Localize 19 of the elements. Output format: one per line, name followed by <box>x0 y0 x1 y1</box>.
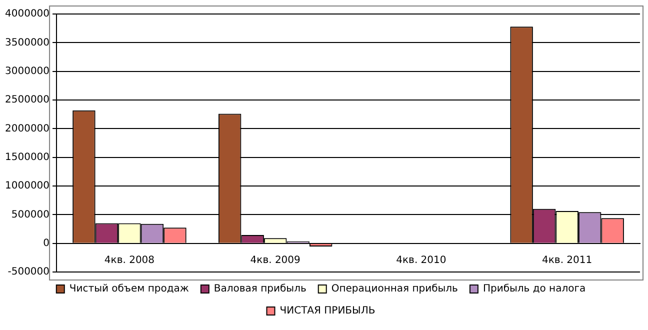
x-tick-label: 4кв. 2009 <box>250 254 300 266</box>
y-tick-label: 3500000 <box>4 37 50 48</box>
y-tick-label: 2000000 <box>4 123 50 134</box>
y-tick-label: 0 <box>43 238 50 249</box>
y-tick-label: 2500000 <box>4 94 50 106</box>
y-tick-label: 4000000 <box>4 8 50 20</box>
x-tick-label: 4кв. 2011 <box>542 254 592 266</box>
legend-label: Прибыль до налога <box>482 284 586 295</box>
legend-label: Операционная прибыль <box>331 284 458 295</box>
y-tick-label: 500000 <box>11 209 50 220</box>
legend-label: Валовая прибыль <box>214 284 306 295</box>
legend-label: Чистый объем продаж <box>69 284 189 295</box>
y-tick-label: 1500000 <box>4 152 50 163</box>
y-tick-label: 1000000 <box>4 180 50 192</box>
x-tick-label: 4кв. 2008 <box>104 254 155 266</box>
x-tick-label: 4кв. 2010 <box>396 254 446 266</box>
legend-label: ЧИСТАЯ ПРИБЫЛЬ <box>280 306 376 317</box>
y-tick-label: -500000 <box>8 266 50 278</box>
y-tick-label: 3000000 <box>4 66 50 77</box>
